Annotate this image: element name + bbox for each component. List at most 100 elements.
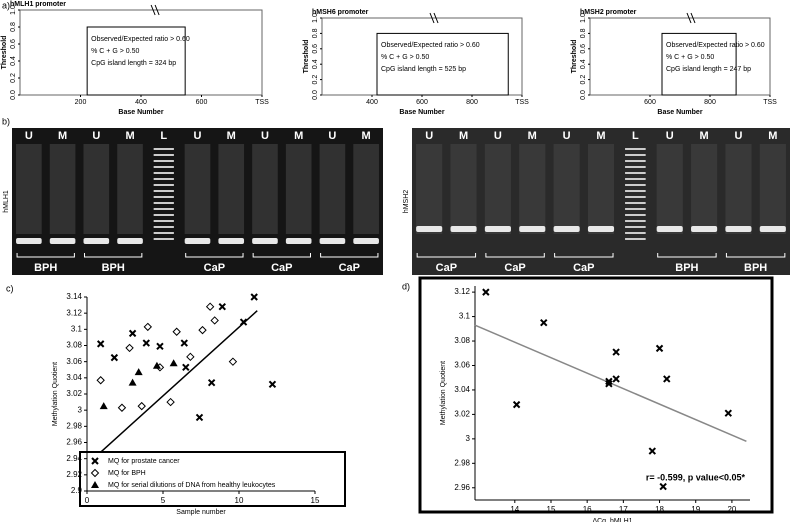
- y-tick-label: 3.04: [454, 385, 470, 394]
- band: [587, 226, 615, 232]
- lane-smear: [319, 144, 346, 234]
- annotation: r= -0.599, p value<0.05*: [646, 472, 746, 482]
- x-tick-label: 600: [644, 99, 656, 106]
- group-label: BPH: [675, 262, 698, 274]
- ladder-band: [625, 214, 646, 216]
- ladder-band: [153, 166, 174, 168]
- x-axis-label: Sample number: [176, 509, 226, 516]
- point-stroke: [195, 413, 204, 422]
- ladder-band: [153, 226, 174, 228]
- ladder-band: [153, 190, 174, 192]
- point-stroke: [239, 318, 248, 326]
- group-bracket: [657, 253, 717, 258]
- annotation: Observed/Expected ratio > 0.60: [666, 42, 765, 49]
- ladder-band: [153, 160, 174, 162]
- group-label: BPH: [744, 262, 767, 274]
- group-label: CaP: [271, 262, 292, 274]
- point: [96, 340, 105, 348]
- point-stroke: [142, 339, 150, 347]
- y-tick-label: 0.6: [10, 39, 17, 49]
- group-label: BPH: [102, 262, 125, 274]
- group-bracket: [252, 253, 311, 258]
- y-tick-label: 2.98: [66, 421, 82, 430]
- y-tick-label: 0.6: [580, 44, 587, 54]
- lane-smear: [184, 144, 211, 234]
- point: [156, 342, 164, 351]
- x-tick-label: 18: [655, 505, 664, 514]
- x-tick-label: 15: [311, 496, 320, 505]
- ladder-band: [625, 160, 646, 162]
- panel-label: d): [402, 281, 410, 291]
- band: [725, 226, 752, 232]
- point-stroke: [659, 482, 667, 491]
- point: [648, 447, 657, 455]
- y-tick-label: 3.12: [454, 287, 470, 296]
- annotation: % C + G > 0.50: [381, 54, 429, 61]
- x-tick-label: 400: [366, 99, 378, 106]
- point: [612, 348, 620, 356]
- y-axis-label: Methylation Quotient: [52, 362, 59, 426]
- lane-label: U: [666, 130, 674, 142]
- y-tick-label: 3.06: [66, 357, 82, 366]
- y-axis-label: Threshold: [1, 36, 8, 70]
- lane-label: U: [328, 130, 336, 142]
- lane-label: U: [494, 130, 502, 142]
- x-tick-label: TSS: [255, 99, 269, 106]
- ladder-band: [153, 238, 174, 240]
- group-label: CaP: [504, 262, 525, 274]
- point-stroke: [540, 318, 548, 327]
- point-stroke: [612, 375, 620, 383]
- lane-smear: [691, 144, 718, 234]
- legend-marker: [91, 481, 99, 488]
- ladder-band: [153, 154, 174, 156]
- y-tick-label: 3.02: [66, 389, 82, 398]
- annotation: CpG island length = 247 bp: [666, 66, 751, 73]
- y-tick-label: 0.8: [580, 28, 587, 38]
- lane-label: M: [125, 130, 134, 142]
- y-tick-label: 0.8: [312, 28, 319, 38]
- point-stroke: [655, 344, 664, 353]
- y-tick-label: 1.0: [580, 13, 587, 23]
- band: [285, 238, 312, 244]
- legend-marker: [90, 468, 100, 478]
- lane-smear: [416, 144, 443, 234]
- axis-break: [150, 4, 156, 16]
- group-bracket: [554, 253, 614, 258]
- lane-smear: [83, 144, 110, 234]
- band: [83, 238, 110, 244]
- y-tick-label: 2.98: [454, 458, 470, 467]
- y-tick-label: 1.0: [312, 13, 319, 23]
- cpg-island: [661, 32, 737, 96]
- band: [353, 238, 379, 244]
- point: [482, 288, 490, 296]
- y-tick-label: 1.0: [10, 5, 17, 15]
- ladder-band: [625, 178, 646, 180]
- point-stroke: [91, 457, 99, 465]
- gel-gene-label: hMSH2: [403, 190, 410, 213]
- ladder-band: [625, 148, 646, 150]
- x-axis-label: ΔCq_hMLH1: [592, 518, 632, 522]
- x-tick-label: 200: [75, 99, 87, 106]
- point-stroke: [605, 377, 613, 386]
- y-tick-label: 3.12: [66, 308, 82, 317]
- band: [319, 238, 346, 244]
- group-label: CaP: [436, 262, 457, 274]
- y-tick-label: 0.0: [10, 90, 17, 100]
- point: [117, 403, 127, 412]
- legend-label: MQ for serial dilutions of DNA from heal…: [108, 482, 276, 489]
- y-axis-label: Threshold: [571, 40, 578, 74]
- ladder-band: [153, 148, 174, 150]
- point-stroke: [110, 353, 119, 362]
- lane-label: U: [425, 130, 433, 142]
- point: [207, 378, 216, 387]
- point: [512, 400, 521, 409]
- lane-smear: [725, 144, 752, 234]
- point: [128, 329, 137, 338]
- ladder-band: [625, 202, 646, 204]
- y-tick-label: 3.06: [454, 361, 470, 370]
- band: [184, 238, 211, 244]
- lane-label: M: [596, 130, 605, 142]
- point: [659, 482, 667, 491]
- point: [228, 357, 238, 366]
- x-tick-label: 14: [510, 505, 519, 514]
